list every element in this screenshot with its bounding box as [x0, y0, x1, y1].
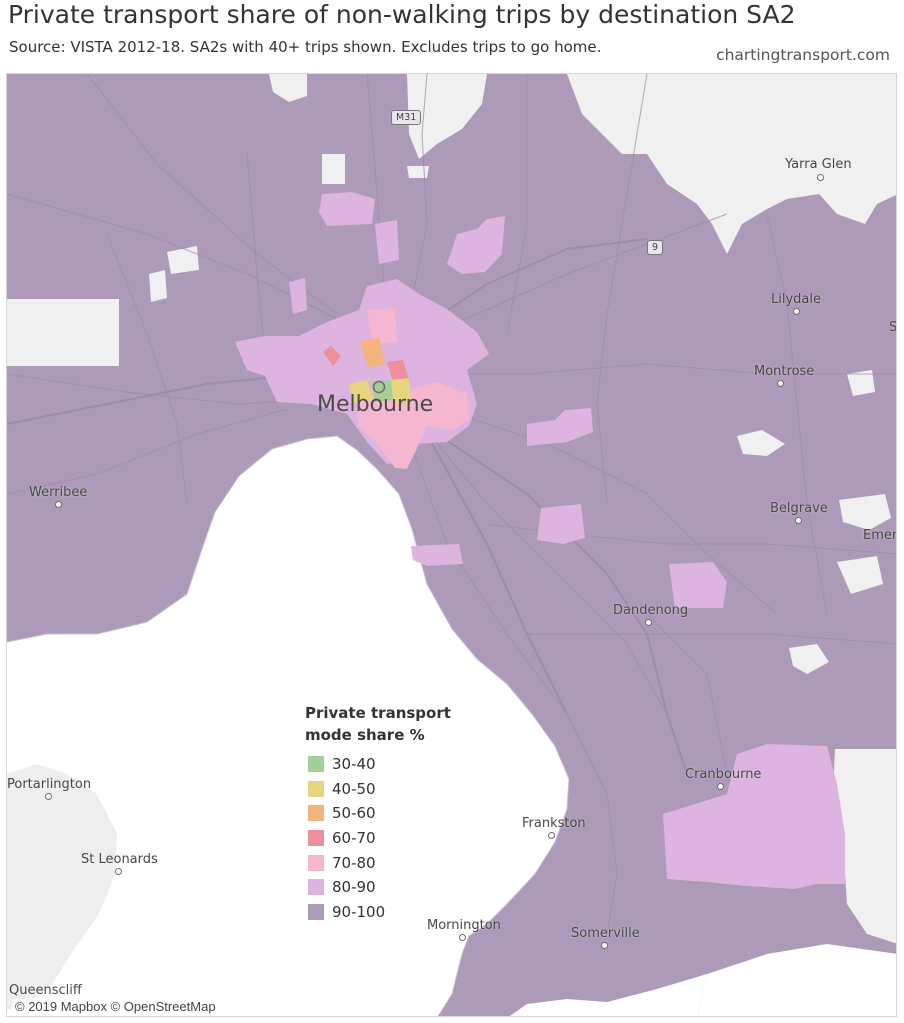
place-dot-lilydale: [793, 308, 800, 315]
legend-swatch: [308, 854, 324, 871]
chart-subtitle: Source: VISTA 2012-18. SA2s with 40+ tri…: [9, 38, 602, 56]
no-data-north-block: [322, 154, 345, 184]
city-label-melbourne: Melbourne: [317, 392, 434, 417]
chart-title: Private transport share of non-walking t…: [8, 0, 796, 29]
legend-item-30-40[interactable]: 30-40: [305, 752, 451, 777]
legend-item-80-90[interactable]: 80-90: [305, 875, 451, 900]
no-data-patch-3: [407, 166, 429, 178]
legend-label: 50-60: [332, 804, 376, 823]
legend-items: 30-40 40-50 50-60 60-70 70-80 80-90 90-100: [305, 752, 451, 924]
place-dot-dandenong: [645, 619, 652, 626]
place-label-st-leonards: St Leonards: [81, 852, 158, 867]
place-label-queenscliff: Queenscliff: [9, 983, 82, 998]
legend-title-line2: mode share %: [305, 726, 425, 744]
regions-60-70: [323, 346, 409, 382]
bellarine-peninsula: [7, 764, 117, 1010]
no-data-patch-8: [789, 644, 829, 674]
place-label-emerald: Emer: [863, 528, 897, 543]
place-label-cranbourne: Cranbourne: [685, 767, 762, 782]
place-dot-montrose: [777, 380, 784, 387]
legend-label: 40-50: [332, 779, 376, 798]
place-label-mornington: Mornington: [427, 918, 501, 933]
place-label-frankston: Frankston: [522, 816, 586, 831]
place-label-portarlington: Portarlington: [7, 777, 92, 792]
cbd-marker: [372, 380, 386, 394]
place-dot-cranbourne: [717, 783, 724, 790]
place-label-edge-letter: S: [889, 320, 897, 335]
map-legend: Private transport mode share % 30-40 40-5…: [305, 702, 451, 924]
no-data-hills-northeast: [567, 74, 896, 254]
legend-item-50-60[interactable]: 50-60: [305, 801, 451, 826]
no-data-west-block: [7, 299, 119, 366]
regions-50-60: [361, 338, 385, 368]
place-dot-portarlington: [45, 793, 52, 800]
map-canvas[interactable]: M31 9 Melbourne Yarra Glen Lilydale Mont…: [6, 73, 897, 1017]
place-dot-werribee: [55, 501, 62, 508]
place-label-yarra-glen: Yarra Glen: [785, 157, 852, 172]
map-attribution[interactable]: © 2019 Mapbox © OpenStreetMap: [12, 999, 219, 1014]
no-data-patch-4: [847, 370, 875, 396]
legend-swatch: [308, 830, 324, 847]
no-data-patch-7: [837, 556, 883, 594]
place-dot-st-leonards: [115, 868, 122, 875]
legend-item-60-70[interactable]: 60-70: [305, 826, 451, 851]
legend-item-70-80[interactable]: 70-80: [305, 850, 451, 875]
no-data-patch-2: [149, 270, 167, 302]
road-shield-9: 9: [647, 240, 664, 255]
no-data-patch-1: [167, 246, 199, 274]
legend-title: Private transport mode share %: [305, 702, 451, 746]
credit-text: chartingtransport.com: [716, 46, 890, 64]
legend-title-line1: Private transport: [305, 704, 451, 722]
no-data-north: [407, 74, 487, 159]
place-dot-frankston: [548, 832, 555, 839]
place-label-belgrave: Belgrave: [770, 501, 828, 516]
legend-swatch: [308, 879, 324, 896]
no-data-patch-5: [737, 430, 785, 456]
choropleth-layer: [7, 74, 896, 1016]
place-label-werribee: Werribee: [29, 485, 88, 500]
legend-swatch: [308, 903, 324, 920]
bay-shoreline: [7, 435, 570, 1016]
road-shield-m31: M31: [391, 110, 422, 125]
legend-swatch: [308, 805, 324, 822]
no-data-east-coast: [833, 749, 896, 944]
place-label-lilydale: Lilydale: [771, 292, 821, 307]
western-port-water: [697, 944, 896, 1016]
legend-label: 70-80: [332, 853, 376, 872]
place-dot-belgrave: [795, 517, 802, 524]
legend-item-40-50[interactable]: 40-50: [305, 777, 451, 802]
place-label-somerville: Somerville: [571, 926, 640, 941]
place-dot-mornington: [459, 934, 466, 941]
place-label-dandenong: Dandenong: [613, 603, 689, 618]
no-data-north-2: [269, 74, 307, 102]
legend-item-90-100[interactable]: 90-100: [305, 900, 451, 925]
place-dot-somerville: [601, 942, 608, 949]
legend-label: 80-90: [332, 878, 376, 897]
legend-label: 60-70: [332, 829, 376, 848]
coast-south: [509, 974, 707, 1016]
legend-swatch: [308, 756, 324, 773]
place-dot-yarra-glen: [817, 174, 824, 181]
port-phillip-bay: [7, 436, 569, 1016]
legend-label: 90-100: [332, 902, 386, 921]
place-label-montrose: Montrose: [754, 364, 815, 379]
legend-swatch: [308, 780, 324, 797]
legend-label: 30-40: [332, 755, 376, 774]
no-data-patch-6: [839, 494, 891, 530]
regions-40-50: [349, 378, 411, 404]
regions-70-80: [357, 308, 469, 469]
